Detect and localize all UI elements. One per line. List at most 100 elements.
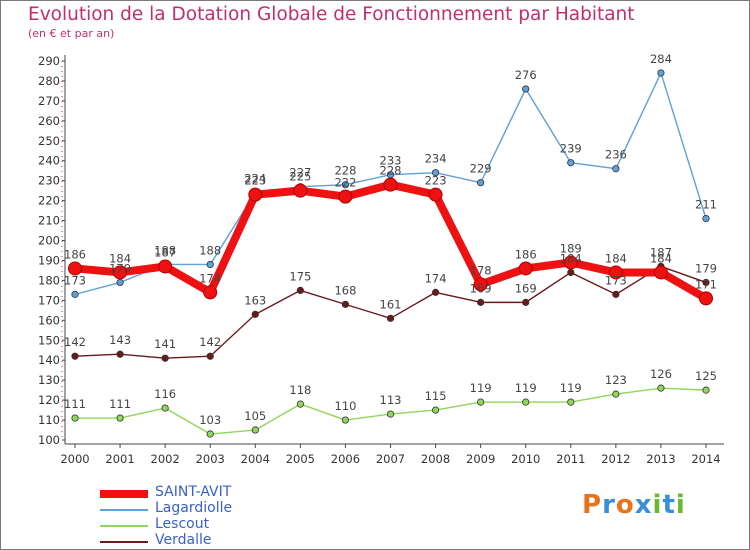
data-point-lagardiolle: [522, 85, 530, 93]
data-label-verdalle: 143: [109, 333, 131, 347]
data-label-lagardiolle: 211: [695, 198, 717, 212]
data-point-verdalle: [116, 350, 124, 358]
data-label-lescout: 125: [695, 369, 717, 383]
data-point-lescout: [71, 414, 79, 422]
data-label-verdalle: 187: [650, 245, 672, 259]
data-label-lescout: 118: [289, 383, 311, 397]
data-label-lescout: 119: [470, 381, 492, 395]
data-point-lescout: [567, 398, 575, 406]
data-point-lescout: [612, 390, 620, 398]
y-tick-label: 210: [38, 214, 60, 228]
y-tick-label: 270: [38, 94, 60, 108]
y-tick-label: 140: [38, 353, 60, 367]
data-label-lescout: 110: [334, 399, 356, 413]
data-label-lescout: 111: [109, 397, 131, 411]
data-label-saint-avit: 225: [289, 170, 311, 184]
data-label-verdalle: 184: [560, 251, 582, 265]
data-label-verdalle: 169: [515, 281, 537, 295]
data-label-lescout: 126: [650, 367, 672, 381]
data-label-lescout: 119: [515, 381, 537, 395]
data-label-saint-avit: 222: [334, 176, 356, 190]
y-tick-label: 110: [38, 413, 60, 427]
data-label-lagardiolle: 179: [109, 261, 131, 275]
data-label-lagardiolle: 284: [650, 52, 672, 66]
y-tick-label: 250: [38, 134, 60, 148]
data-label-lagardiolle: 236: [605, 148, 627, 162]
data-point-lagardiolle: [206, 260, 214, 269]
data-label-lescout: 113: [380, 393, 402, 407]
data-label-lescout: 111: [64, 397, 86, 411]
x-tick-label: 2005: [286, 452, 315, 466]
data-label-saint-avit: 174: [199, 271, 221, 285]
data-point-saint-avit: [699, 291, 713, 306]
data-label-saint-avit: 223: [244, 174, 266, 188]
x-tick-label: 2012: [601, 452, 630, 466]
y-tick-label: 220: [38, 194, 60, 208]
data-point-lescout: [657, 384, 665, 392]
data-labels: 142 143 141 142 163 175 168 161 174 169 169 184 173 1…: [64, 52, 717, 427]
data-point-lescout: [296, 400, 304, 408]
y-tick-label: 120: [38, 393, 60, 407]
x-tick-label: 2011: [556, 452, 585, 466]
proxiti-logo: Proxiti: [582, 490, 686, 520]
data-point-lagardiolle: [567, 159, 575, 167]
x-tick-label: 2008: [421, 452, 450, 466]
x-tick-label: 2013: [646, 452, 675, 466]
data-label-verdalle: 142: [199, 335, 221, 349]
data-point-lescout: [522, 398, 530, 406]
data-point-lescout: [341, 416, 350, 424]
x-tick-label: 2002: [151, 452, 180, 466]
data-label-saint-avit: 223: [425, 174, 447, 188]
data-label-saint-avit: 178: [470, 263, 492, 277]
data-label-lescout: 115: [425, 389, 447, 403]
axes: 100 110 120 130 140 150 160 170 180 190 200 210 220 2…: [38, 54, 724, 466]
data-label-lagardiolle: 276: [515, 68, 537, 82]
y-tick-label: 240: [38, 154, 60, 168]
data-label-saint-avit: 189: [560, 241, 582, 255]
legend-swatch: [100, 490, 148, 498]
data-point-lescout: [702, 386, 710, 394]
data-label-lagardiolle: 224: [244, 172, 266, 186]
data-label-verdalle: 175: [289, 269, 311, 283]
data-point-saint-avit: [608, 265, 623, 280]
y-tick-label: 150: [38, 333, 60, 347]
legend-swatch: [100, 509, 148, 511]
data-point-lagardiolle: [477, 179, 485, 187]
data-point-lescout: [206, 430, 214, 438]
data-label-verdalle: 161: [380, 297, 402, 311]
y-tick-label: 260: [38, 114, 60, 128]
data-point-lagardiolle: [71, 290, 79, 298]
data-point-saint-avit: [518, 261, 533, 276]
data-point-verdalle: [161, 354, 169, 362]
data-label-lagardiolle: 188: [154, 243, 176, 257]
data-label-saint-avit: 184: [650, 251, 672, 265]
data-point-lescout: [431, 406, 440, 414]
x-tick-label: 2010: [511, 452, 540, 466]
x-tick-label: 2006: [331, 452, 360, 466]
y-tick-label: 160: [38, 313, 60, 327]
data-point-lagardiolle: [116, 278, 124, 287]
data-label-lagardiolle: 233: [380, 154, 402, 168]
data-point-lescout: [116, 414, 124, 422]
data-label-verdalle: 163: [244, 293, 266, 307]
legend-item-verdalle: Verdalle: [100, 532, 320, 550]
data-label-lescout: 103: [199, 413, 221, 427]
data-label-saint-avit: 186: [64, 247, 86, 261]
legend-label: SAINT-AVIT: [155, 484, 232, 500]
legend-item-lescout: Lescout: [100, 516, 320, 534]
chart-title: Evolution de la Dotation Globale de Fonc…: [28, 4, 635, 25]
data-label-verdalle: 179: [695, 261, 717, 275]
y-tick-label: 100: [38, 433, 60, 447]
data-point-saint-avit: [428, 187, 443, 202]
data-point-lescout: [161, 404, 169, 412]
data-point-saint-avit: [338, 189, 353, 204]
data-point-verdalle: [702, 278, 710, 287]
data-label-saint-avit: 186: [515, 247, 537, 261]
data-point-saint-avit: [248, 187, 263, 202]
data-label-lescout: 123: [605, 373, 627, 387]
data-label-lescout: 105: [244, 409, 266, 423]
data-point-verdalle: [296, 286, 304, 294]
data-point-saint-avit: [563, 255, 578, 270]
data-point-lescout: [386, 410, 395, 418]
y-tick-label: 190: [38, 253, 60, 267]
